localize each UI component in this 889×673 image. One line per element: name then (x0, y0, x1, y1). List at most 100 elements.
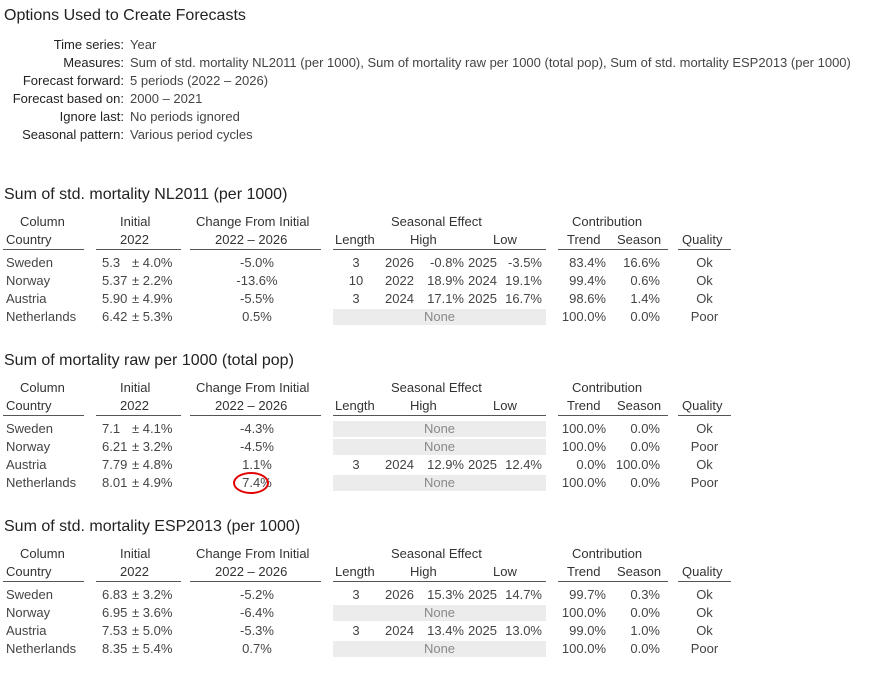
length-cell: 3 (352, 255, 360, 270)
col-header-change: Change From Initial (196, 214, 310, 229)
length-cell: 10 (348, 273, 364, 288)
trend-cell: 100.0% (561, 641, 606, 656)
col-header-initial-year: 2022 (120, 564, 149, 579)
col-header-change-range: 2022 – 2026 (215, 398, 288, 413)
low-year-cell: 2025 (468, 623, 497, 638)
header-underline (678, 581, 731, 582)
col-header-contribution: Contribution (572, 380, 643, 395)
change-cell: -4.5% (240, 439, 274, 454)
country-cell: Austria (6, 291, 47, 306)
col-header-column: Column (20, 380, 65, 395)
change-cell: -6.4% (240, 605, 274, 620)
initial-value-cell: 8.01 (102, 475, 128, 490)
col-header-contribution: Contribution (572, 546, 643, 561)
col-header-season: Season (617, 232, 662, 247)
seasonal-none-cell: None (333, 439, 546, 455)
col-header-length: Length (335, 232, 375, 247)
initial-range-cell: ± 5.0% (132, 623, 173, 638)
trend-cell: 100.0% (561, 309, 606, 324)
low-value-cell: 19.1% (505, 273, 542, 288)
col-header-country: Country (6, 398, 52, 413)
option-value: Sum of std. mortality NL2011 (per 1000),… (130, 55, 851, 70)
high-value-cell: 13.4% (427, 623, 464, 638)
trend-cell: 100.0% (561, 421, 606, 436)
col-header-initial-year: 2022 (120, 398, 149, 413)
table-title: Sum of std. mortality ESP2013 (per 1000) (4, 518, 301, 535)
change-cell: -13.6% (236, 273, 278, 288)
quality-cell: Ok (696, 623, 713, 638)
change-cell: -5.3% (240, 623, 274, 638)
table-title: Sum of mortality raw per 1000 (total pop… (4, 352, 294, 369)
header-underline (558, 249, 668, 250)
change-cell: -4.3% (240, 421, 274, 436)
col-header-quality: Quality (682, 564, 723, 579)
highlight-circle (233, 472, 269, 494)
header-underline (96, 249, 181, 250)
initial-range-cell: ± 5.4% (132, 641, 173, 656)
header-underline (3, 581, 84, 582)
forecast-table-section: Sum of mortality raw per 1000 (total pop… (0, 352, 889, 502)
option-value: No periods ignored (130, 109, 240, 124)
season-cell: 0.3% (630, 587, 660, 602)
country-cell: Sweden (6, 421, 53, 436)
col-header-trend: Trend (567, 232, 601, 247)
country-cell: Sweden (6, 255, 53, 270)
high-value-cell: -0.8% (430, 255, 464, 270)
country-cell: Norway (6, 273, 51, 288)
option-forecast-forward: Forecast forward: 5 periods (2022 – 2026) (0, 72, 851, 90)
table-row: Norway 6.95 ± 3.6% -6.4% None 100.0% 0.0% Ok (0, 604, 889, 622)
change-cell: 0.7% (242, 641, 272, 656)
option-key: Forecast based on: (12, 91, 124, 106)
header-underline (3, 249, 84, 250)
header-underline (3, 415, 84, 416)
seasonal-none-cell: None (333, 605, 546, 621)
col-header-change: Change From Initial (196, 546, 310, 561)
low-year-cell: 2025 (468, 457, 497, 472)
table-row: Netherlands 6.42 ± 5.3% 0.5% None 100.0% 0.0% P… (0, 308, 889, 326)
col-header-length: Length (335, 398, 375, 413)
page-title: Options Used to Create Forecasts (4, 7, 246, 24)
option-forecast-based-on: Forecast based on: 2000 – 2021 (0, 90, 851, 108)
option-measures: Measures: Sum of std. mortality NL2011 (p… (0, 54, 851, 72)
table-title: Sum of std. mortality NL2011 (per 1000) (4, 186, 288, 203)
country-cell: Netherlands (6, 641, 77, 656)
quality-cell: Ok (696, 457, 713, 472)
option-value: Year (130, 37, 157, 52)
initial-range-cell: ± 4.9% (132, 475, 173, 490)
change-cell: 1.1% (242, 457, 272, 472)
seasonal-none-cell: None (333, 309, 546, 325)
seasonal-none-cell: None (333, 641, 546, 657)
low-value-cell: -3.5% (508, 255, 542, 270)
season-cell: 100.0% (615, 457, 660, 472)
country-cell: Norway (6, 605, 51, 620)
col-header-change: Change From Initial (196, 380, 310, 395)
low-year-cell: 2025 (468, 291, 497, 306)
header-underline (558, 581, 668, 582)
option-key: Measures: (63, 55, 124, 70)
trend-cell: 83.4% (569, 255, 606, 270)
initial-range-cell: ± 4.8% (132, 457, 173, 472)
option-key: Forecast forward: (22, 73, 124, 88)
table-row: Sweden 5.3 ± 4.0% -5.0% 3 2026 -0.8% 2025 -3.5% 8… (0, 254, 889, 272)
option-key: Time series: (53, 37, 124, 52)
col-header-season: Season (617, 564, 662, 579)
col-header-low: Low (493, 564, 517, 579)
initial-value-cell: 8.35 (102, 641, 128, 656)
header-underline (678, 415, 731, 416)
country-cell: Sweden (6, 587, 53, 602)
header-underline (678, 249, 731, 250)
initial-range-cell: ± 4.1% (132, 421, 173, 436)
initial-range-cell: ± 3.2% (132, 439, 173, 454)
col-header-trend: Trend (567, 564, 601, 579)
trend-cell: 98.6% (569, 291, 606, 306)
option-time-series: Time series: Year (0, 36, 851, 54)
option-value: Various period cycles (130, 127, 253, 142)
season-cell: 0.0% (630, 421, 660, 436)
col-header-high: High (410, 232, 437, 247)
initial-range-cell: ± 4.9% (132, 291, 173, 306)
initial-range-cell: ± 2.2% (132, 273, 173, 288)
length-cell: 3 (352, 457, 360, 472)
table-row: Norway 5.37 ± 2.2% -13.6% 10 2022 18.9% 2024 19.… (0, 272, 889, 290)
col-header-quality: Quality (682, 232, 723, 247)
col-header-initial: Initial (120, 380, 151, 395)
